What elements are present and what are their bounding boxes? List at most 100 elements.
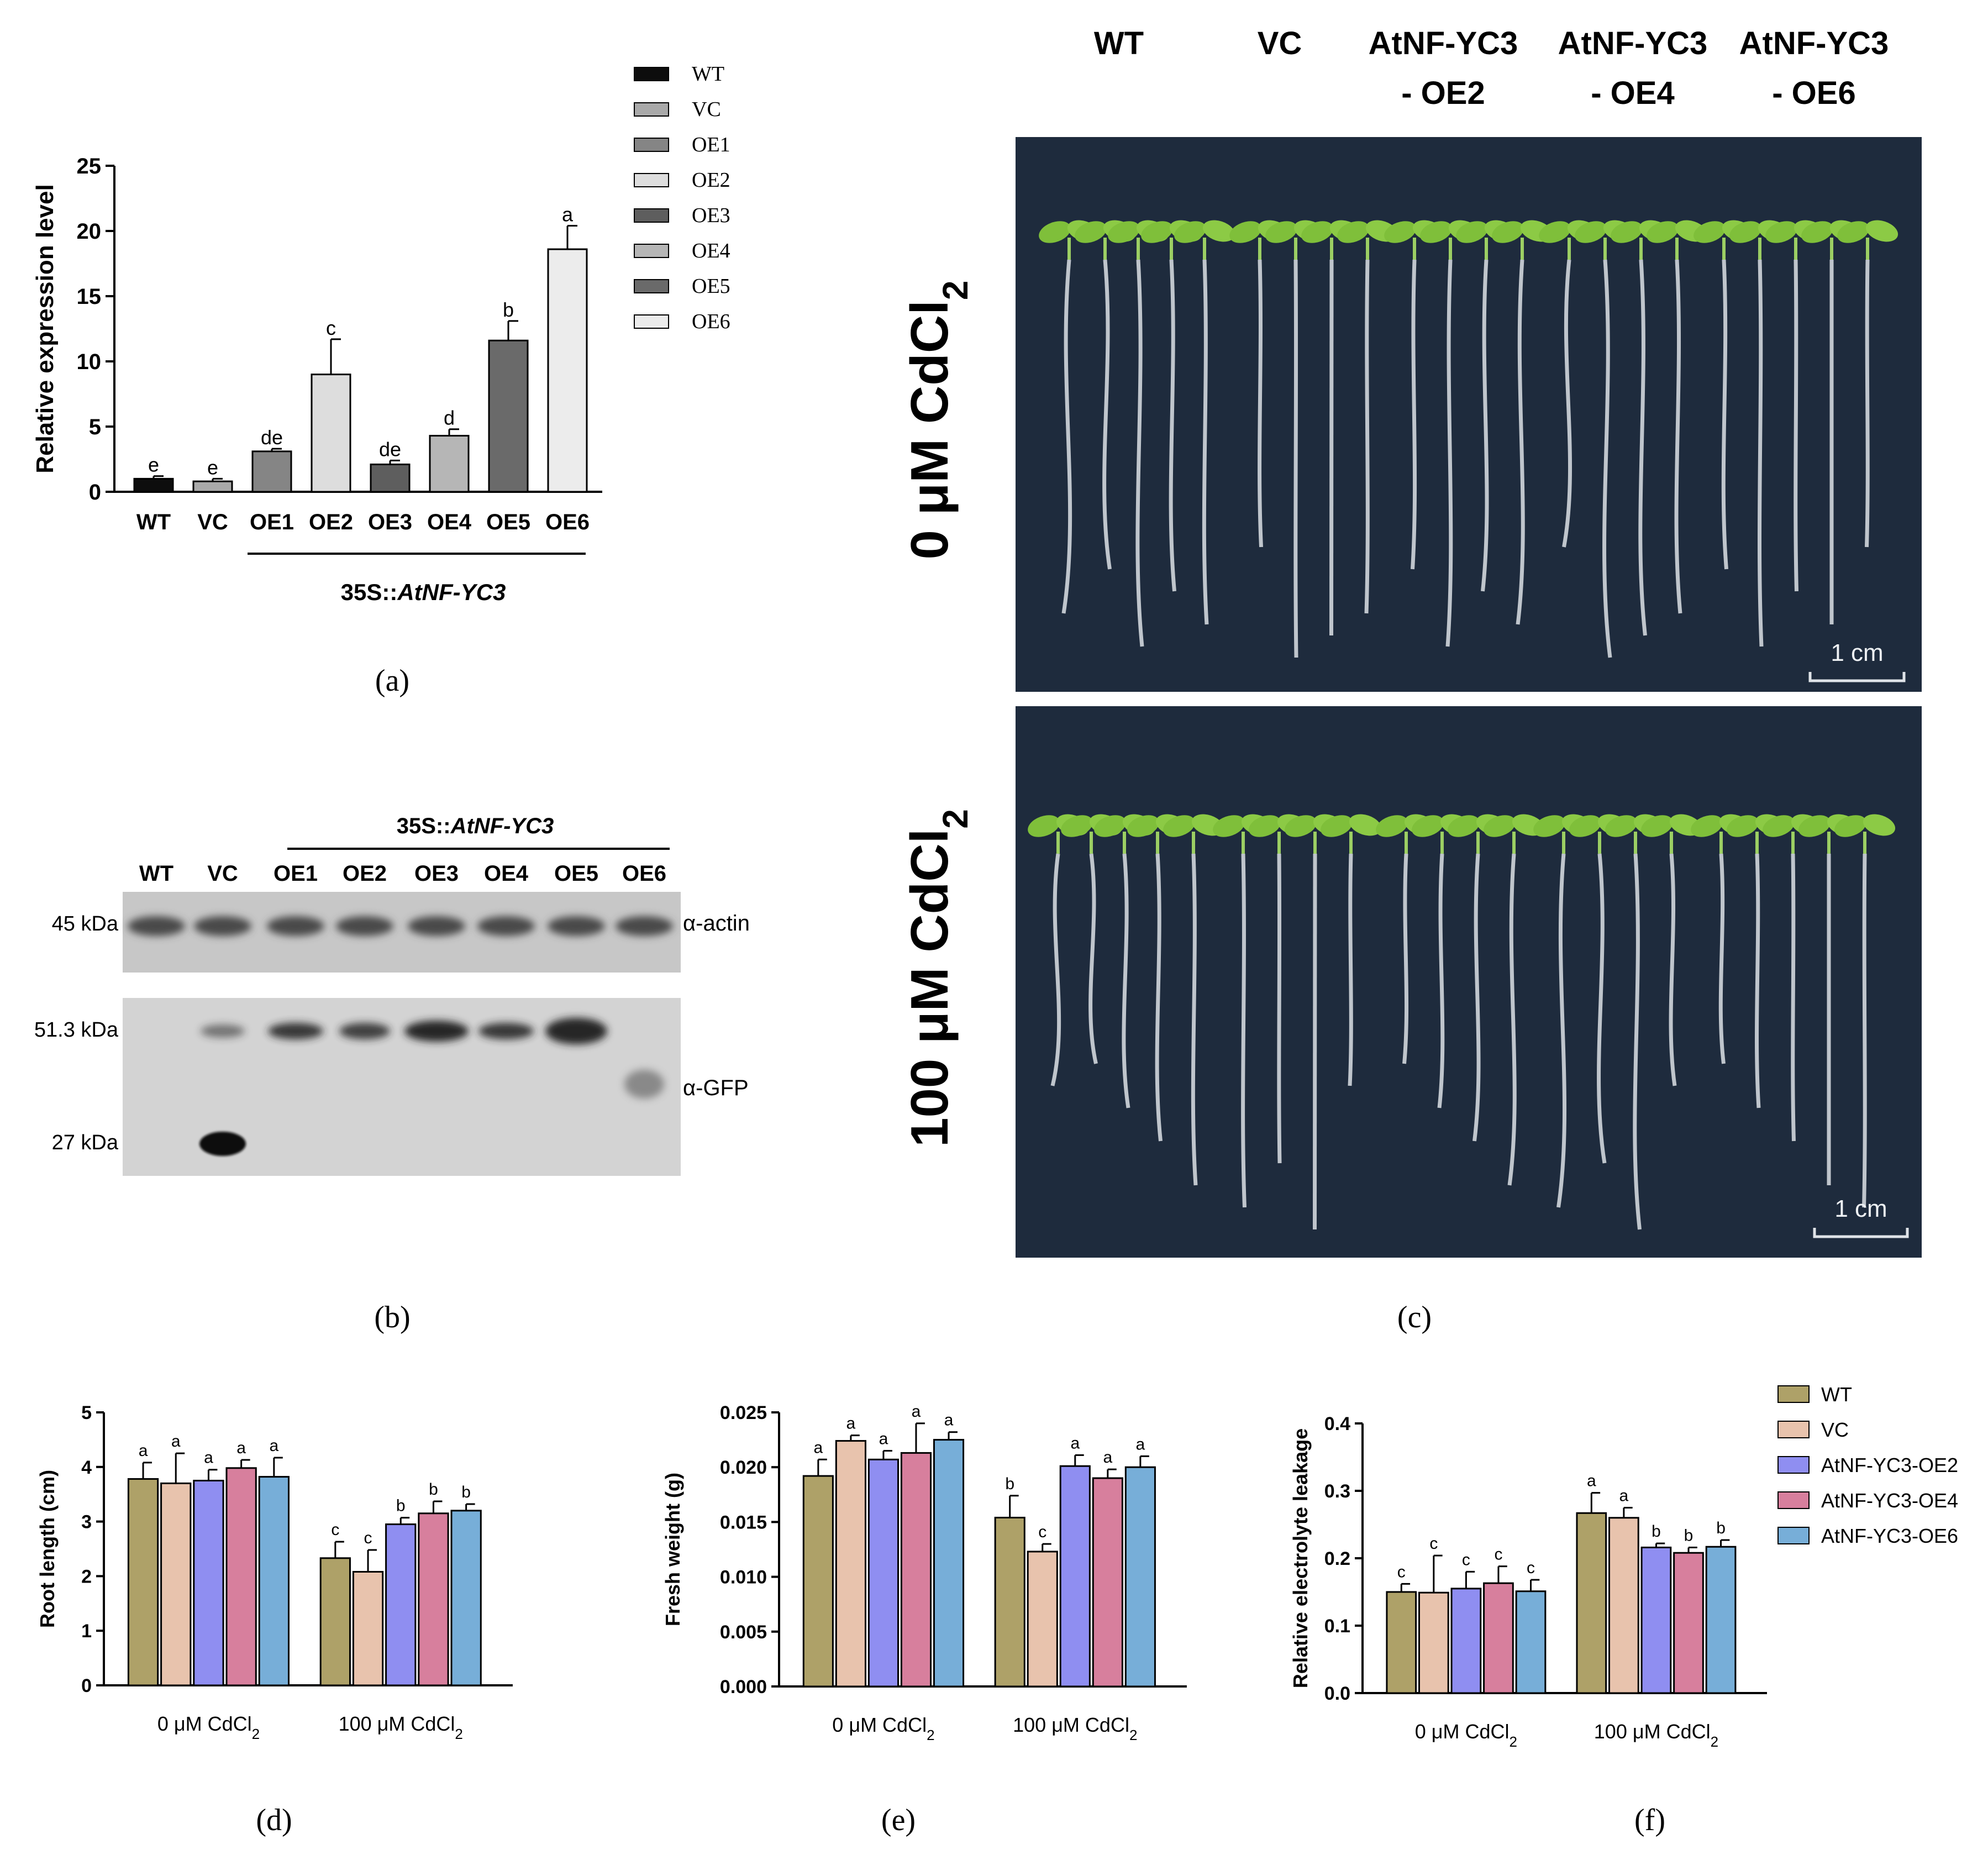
x-tick-label: OE5 [486, 510, 530, 534]
bar-WT [1386, 1591, 1417, 1694]
y-tick-label: 0.010 [720, 1567, 767, 1588]
panel-b-western-blot: 35S::AtNF-YC3 WT VC OE1 OE2 OE3 OE4 OE5 OE6 45 … [34, 814, 750, 1176]
legend-label: AtNF-YC3-OE4 [1821, 1489, 1958, 1512]
significance-letter: d [444, 407, 455, 429]
group-label-sub: 2 [927, 1727, 934, 1743]
significance-letter: a [1070, 1434, 1080, 1452]
bar-AtNF-YC3-OE2 [385, 1523, 417, 1686]
legend-swatch [634, 314, 669, 329]
significance-letter: b [461, 1483, 471, 1501]
seedling-cotyledon [1727, 815, 1759, 837]
y-tick-label: 10 [77, 350, 102, 374]
seedling-cotyledon [1094, 815, 1126, 837]
seedling-root [1791, 853, 1796, 1142]
panel-e-fresh-weight-chart: 0.000 0.005 0.010 0.015 0.020 0.025 Fresh weig… [661, 1402, 1187, 1743]
y-tick-label: 0.025 [720, 1402, 767, 1423]
y-tick-label: 0.020 [720, 1457, 767, 1478]
bar-AtNF-YC3-OE2 [1640, 1546, 1672, 1694]
group-label: 100 μM CdCl2 [339, 1712, 463, 1742]
legend-swatch [634, 173, 669, 187]
y-tick-label: 0.000 [720, 1676, 767, 1697]
legend-label: VC [692, 98, 721, 121]
seedling-root [1638, 259, 1647, 636]
blot-gfp-bands [199, 1018, 664, 1156]
blot-actin-bands [128, 916, 673, 936]
bar-AtNF-YC3-OE4 [418, 1512, 449, 1686]
blot-antibody-gfp: α-GFP [683, 1076, 749, 1100]
seedling-cotyledon [1412, 815, 1444, 837]
significance-letter: a [944, 1411, 954, 1429]
bar-AtNF-YC3-OE2 [193, 1480, 224, 1686]
x-tick-label: VC [197, 510, 228, 534]
significance-letter: e [207, 456, 218, 479]
seedling-root [1348, 853, 1353, 1086]
significance-letter: a [814, 1438, 823, 1457]
seedling-cotyledon [1108, 221, 1140, 243]
seedling-root [1402, 853, 1409, 1064]
lane-label: WT [139, 861, 173, 886]
significance-letter: c [1038, 1523, 1046, 1541]
significance-letter: a [139, 1442, 148, 1460]
bar-AtNF-YC3-OE2 [1059, 1465, 1091, 1688]
seedling-root [1191, 853, 1198, 1186]
legend-label: WT [692, 62, 724, 86]
y-tick-label: 3 [81, 1512, 92, 1533]
seedling-root [1669, 853, 1677, 1086]
bar-AtNF-YC3-OE4 [225, 1467, 257, 1686]
seedling-cotyledon [1265, 221, 1297, 243]
seedling-root [1437, 853, 1445, 1108]
legend-label: OE3 [692, 204, 730, 227]
seedling-cotyledon [1763, 815, 1795, 837]
bar-AtNF-YC3-OE4 [1673, 1552, 1704, 1694]
bar-WT [319, 1557, 351, 1686]
gfp-band [268, 1023, 323, 1039]
gfp-free-band [199, 1132, 246, 1156]
seedling-root [1755, 853, 1761, 1108]
bar-WT [133, 477, 174, 493]
seedling-cotyledon [1249, 815, 1281, 837]
group-label: 0 μM CdCl2 [157, 1712, 260, 1742]
significance-letter: de [261, 426, 283, 449]
bar-WT [994, 1516, 1025, 1688]
seedling-cotyledon [1448, 815, 1480, 837]
significance-letter: e [148, 454, 159, 476]
bar-AtNF-YC3-OE6 [1124, 1466, 1156, 1688]
group-label-sub: 2 [1129, 1727, 1137, 1743]
legend-label: OE6 [692, 310, 730, 333]
legend-swatch [634, 244, 669, 258]
group-label: 0 μM CdCl2 [1415, 1720, 1517, 1750]
seedling-root [1258, 259, 1263, 548]
significance-letter: a [562, 203, 574, 226]
seedling-cotyledon [1420, 221, 1452, 243]
seedling-root [1241, 853, 1247, 1208]
x-tick-label: OE6 [545, 510, 590, 534]
bar-AtNF-YC3-OE4 [900, 1452, 932, 1688]
blot-marker-45: 45 kDa [52, 912, 119, 935]
seedling-cotyledon [1484, 815, 1516, 837]
group-label-text: 0 μM CdCl [1415, 1720, 1510, 1743]
significance-letter: a [171, 1432, 181, 1450]
panel-a-legend: WT VC OE1 OE2 OE3 OE4 OE5 OE6 [634, 62, 730, 333]
y-axis-title: Relative electrolyte leakage [1289, 1428, 1312, 1688]
row-label-100uM: 100 μM CdCl2 [900, 809, 975, 1147]
y-tick-label: 5 [89, 415, 101, 439]
lane-label: VC [207, 861, 238, 886]
seedling-cotyledon [1539, 221, 1571, 243]
legend-label: AtNF-YC3-OE6 [1821, 1525, 1958, 1547]
genotype-header-line1: AtNF-YC3 [1739, 25, 1889, 61]
actin-band [616, 916, 673, 936]
significance-letter: b [1684, 1526, 1694, 1544]
significance-letter: a [269, 1437, 278, 1455]
seedling-cotyledon [1641, 815, 1673, 837]
y-tick-label: 0.2 [1324, 1548, 1350, 1569]
y-tick-label: 0.4 [1324, 1413, 1350, 1434]
seedling-cotyledon [1321, 815, 1353, 837]
y-tick-label: 20 [77, 219, 102, 244]
seedling-root [1313, 853, 1317, 1230]
genotype-header-line2: - OE4 [1591, 75, 1675, 111]
significance-letter: b [1716, 1519, 1726, 1537]
bar-VC [1608, 1517, 1639, 1694]
seedling-root [1633, 853, 1642, 1230]
seedling-cotyledon [1141, 221, 1173, 243]
